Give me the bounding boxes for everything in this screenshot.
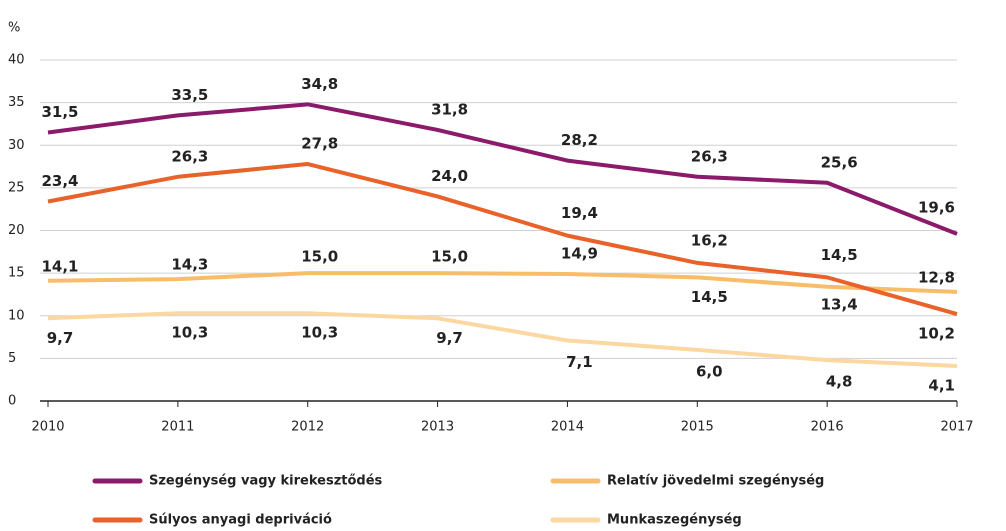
x-tick-label: 2012 <box>291 420 324 435</box>
value-label: 33,5 <box>171 86 208 104</box>
value-label: 16,2 <box>691 231 728 249</box>
value-label: 28,2 <box>561 131 598 149</box>
x-tick-label: 2010 <box>31 420 64 435</box>
y-tick-label: 30 <box>8 138 25 153</box>
value-label: 15,0 <box>431 248 468 266</box>
value-label: 14,1 <box>41 257 78 275</box>
value-label: 14,5 <box>691 288 728 306</box>
value-label: 19,6 <box>918 198 955 216</box>
value-label: 6,0 <box>696 362 723 380</box>
x-tick-label: 2014 <box>551 420 584 435</box>
y-tick-label: 25 <box>8 180 25 195</box>
value-label: 10,3 <box>301 324 338 342</box>
value-label: 13,4 <box>821 295 858 313</box>
value-label: 14,9 <box>561 244 598 262</box>
value-label: 4,1 <box>928 377 955 395</box>
value-label: 24,0 <box>431 167 468 185</box>
legend-label: Szegénység vagy kirekesztődés <box>149 474 383 489</box>
value-label: 23,4 <box>41 172 78 190</box>
value-label: 27,8 <box>301 135 338 153</box>
x-tick-label: 2017 <box>940 420 973 435</box>
value-label: 10,2 <box>918 325 955 343</box>
value-label: 7,1 <box>566 353 593 371</box>
value-label: 14,3 <box>171 256 208 274</box>
value-label: 34,8 <box>301 75 338 93</box>
x-tick-label: 2015 <box>681 420 714 435</box>
value-label: 26,3 <box>171 147 208 165</box>
value-label: 31,5 <box>41 103 78 121</box>
value-label: 4,8 <box>826 373 853 391</box>
x-tick-label: 2011 <box>161 420 194 435</box>
series-line <box>47 102 958 236</box>
y-tick-label: 15 <box>8 266 25 281</box>
y-tick-label: 10 <box>8 308 25 323</box>
y-axis-label: % <box>8 21 20 36</box>
series-line <box>47 162 958 316</box>
series-line <box>47 311 958 369</box>
y-tick-label: 35 <box>8 95 25 110</box>
x-tick-label: 2013 <box>421 420 454 435</box>
value-label: 9,7 <box>47 329 74 347</box>
value-label: 31,8 <box>431 100 468 118</box>
value-label: 12,8 <box>918 268 955 286</box>
legend-label: Relatív jövedelmi szegénység <box>607 474 824 489</box>
value-label: 9,7 <box>436 329 463 347</box>
legend-label: Munkaszegénység <box>607 513 742 528</box>
x-tick-label: 2016 <box>811 420 844 435</box>
series-line <box>47 271 958 294</box>
value-label: 14,5 <box>821 246 858 264</box>
value-label: 19,4 <box>561 204 598 222</box>
y-tick-label: 5 <box>8 351 16 366</box>
y-tick-label: 40 <box>8 53 25 68</box>
value-label: 25,6 <box>821 153 858 171</box>
legend-label: Súlyos anyagi depriváció <box>149 513 332 528</box>
y-tick-label: 20 <box>8 223 25 238</box>
value-label: 26,3 <box>691 147 728 165</box>
y-tick-label: 0 <box>8 394 16 409</box>
value-label: 10,3 <box>171 324 208 342</box>
value-label: 15,0 <box>301 248 338 266</box>
